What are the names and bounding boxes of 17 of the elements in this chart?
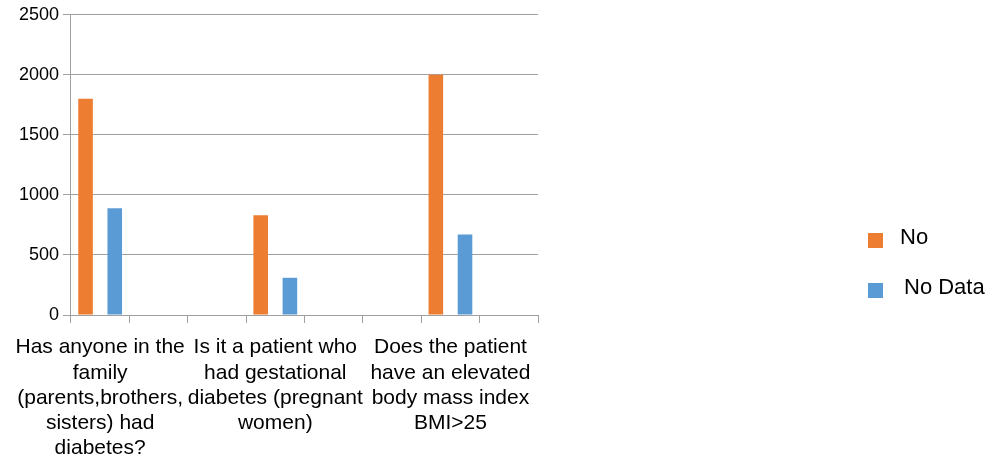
- x-tick-label: Has anyone in the family (parents,brothers, sisters) had diabetes?: [15, 334, 185, 459]
- x-tick-label: Does the patient have an elevated body mass index BMI>25: [370, 334, 531, 433]
- y-tick-label: 2500: [18, 3, 59, 24]
- y-tick-label: 500: [28, 243, 59, 264]
- bar: [457, 234, 473, 315]
- bar: [253, 215, 268, 315]
- bar: [282, 277, 298, 315]
- y-tick-label: 2000: [18, 63, 59, 84]
- legend-label: No: [900, 224, 929, 250]
- y-tick-label: 1000: [18, 183, 59, 204]
- bar: [107, 208, 123, 315]
- y-tick-label: 1500: [18, 123, 59, 144]
- bar: [78, 98, 93, 315]
- x-tick-label: Is it a patient who had gestational diabetes (pregnant women): [187, 334, 364, 433]
- bar: [428, 74, 444, 315]
- legend-label: No Data: [904, 274, 986, 300]
- y-tick-label: 0: [48, 303, 59, 324]
